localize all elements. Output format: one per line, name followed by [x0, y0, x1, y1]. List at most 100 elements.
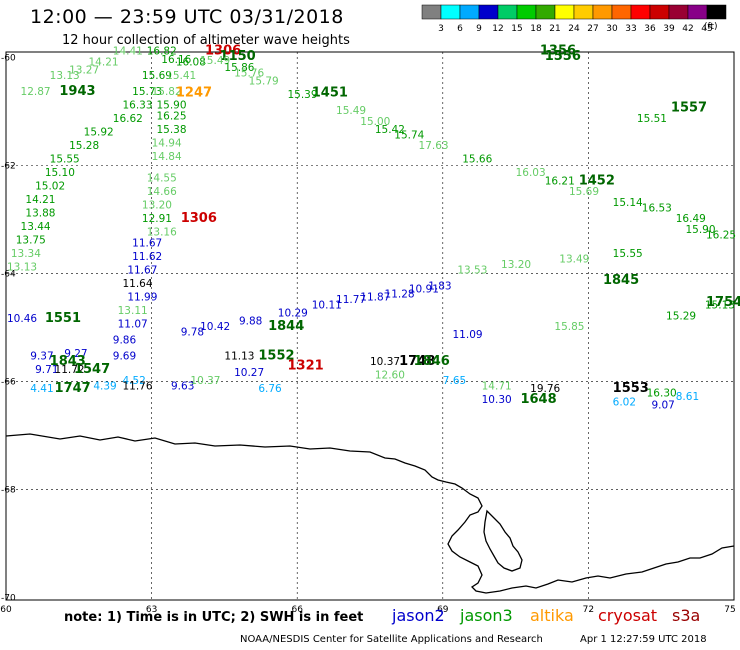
wave-height-value: 13.88: [25, 208, 55, 220]
pass-time-label: 1150: [220, 49, 256, 64]
legend-tick: 39: [663, 24, 675, 34]
wave-height-value: 15.66: [462, 154, 492, 166]
wave-height-value: 16.25: [706, 229, 736, 241]
lat-label: -64: [1, 269, 16, 279]
lat-label: -60: [1, 53, 16, 63]
wave-height-value: 13.27: [69, 65, 99, 77]
pass-time-label: 1356: [540, 44, 576, 59]
pass-time-label: 1845: [603, 273, 639, 288]
lat-label: -62: [1, 161, 16, 171]
wave-height-value: 15.55: [613, 248, 643, 260]
credit-line: NOAA/NESDIS Center for Satellite Applica…: [240, 634, 543, 645]
wave-height-value: 9.27: [64, 348, 87, 360]
coastline-inlet: [483, 509, 523, 572]
wave-height-value: 14.84: [152, 151, 182, 163]
wave-height-value: 10.42: [200, 321, 230, 333]
legend-tick: 36: [644, 24, 656, 34]
wave-height-value: 15.41: [166, 70, 196, 82]
wave-height-value: 15.00: [360, 116, 390, 128]
wave-height-value: 10.29: [278, 308, 308, 320]
wave-height-value: 10.37: [370, 356, 400, 368]
wave-height-value: 4.39: [93, 380, 116, 392]
wave-height-value: 15.85: [554, 321, 584, 333]
wave-height-value: 9.37: [30, 351, 53, 363]
pass-time-label: 1452: [579, 173, 615, 188]
wave-height-value: 10.30: [482, 394, 512, 406]
pass-time-label: 1551: [45, 311, 81, 326]
wave-height-value: 12.91: [142, 213, 172, 225]
legend-swatch: [497, 4, 518, 20]
lon-label: 75: [724, 605, 735, 615]
legend-tick: 30: [606, 24, 618, 34]
wave-height-value: 15.90: [156, 100, 186, 112]
wave-height-value: 15.73: [132, 86, 162, 98]
pass-time-label: 1846: [414, 354, 450, 369]
wave-height-value: 11.67: [132, 237, 162, 249]
wave-height-value: 14.71: [482, 380, 512, 392]
pass-time-label: 1552: [258, 349, 294, 364]
wave-height-value: 10.91: [409, 283, 439, 295]
lat-label: -70: [1, 593, 16, 603]
wave-height-value: 15.51: [637, 113, 667, 125]
wave-height-value: 15.55: [50, 154, 80, 166]
wave-height-value: 15.69: [142, 70, 172, 82]
wave-height-value: 9.63: [171, 380, 194, 392]
legend-swatch: [687, 4, 708, 20]
wave-height-value: 15.29: [666, 310, 696, 322]
wave-height-value: 1.83: [428, 281, 451, 293]
lat-label: -68: [1, 485, 16, 495]
legend-tick: 9: [476, 24, 482, 34]
legend-tick: 33: [625, 24, 636, 34]
color-legend: 3 6 9 12 15 18 21 24 27 30 33 36 39 42 45: [421, 4, 727, 34]
wave-height-value: 14.94: [152, 137, 182, 149]
wave-height-value: 10.27: [234, 367, 264, 379]
pass-time-label: 1843: [50, 354, 86, 369]
legend-swatch: [516, 4, 537, 20]
wave-height-value: 4.52: [122, 375, 145, 387]
wave-height-value: 15.92: [84, 127, 114, 139]
wave-height-value: 15.82: [152, 86, 182, 98]
wave-height-value: 15.86: [224, 62, 254, 74]
wave-height-value: 13.13: [50, 70, 80, 82]
pass-time-label: 1748: [399, 354, 435, 369]
wave-height-value: 15.69: [569, 186, 599, 198]
satellite-altika: altika: [530, 606, 574, 625]
wave-height-value: 16.53: [642, 202, 672, 214]
legend-tick: 15: [511, 24, 522, 34]
wave-height-value: 13.20: [142, 200, 172, 212]
wave-height-value: 13.53: [457, 264, 487, 276]
wave-height-value: 16.62: [113, 113, 143, 125]
wave-height-value: 12.60: [375, 370, 405, 382]
legend-swatch: [421, 4, 442, 20]
wave-height-value: 13.13: [7, 262, 37, 274]
wave-height-value: 11.87: [360, 291, 390, 303]
lon-label: 69: [437, 605, 449, 615]
wave-height-value: 15.39: [287, 89, 317, 101]
wave-height-value: 15.28: [69, 140, 99, 152]
wave-height-value: 9.71: [35, 364, 58, 376]
wave-height-value: 13.16: [147, 227, 177, 239]
wave-height-value: 11.99: [127, 291, 157, 303]
wave-height-value: 15.02: [35, 181, 65, 193]
wave-height-value: 15.13: [705, 299, 735, 311]
legend-tick: 45: [701, 24, 712, 34]
wave-height-value: 11.07: [118, 318, 148, 330]
legend-swatch: [554, 4, 575, 20]
pass-time-label: 1553: [613, 381, 649, 396]
wave-height-value: 11.64: [122, 278, 152, 290]
wave-height-value: 14.21: [25, 194, 55, 206]
map-title: 12:00 — 23:59 UTC 03/31/2018: [30, 6, 344, 28]
wave-height-value: 15.49: [200, 55, 230, 67]
wave-height-value: 11.77: [336, 294, 366, 306]
pass-time-label: 1321: [287, 358, 323, 373]
wave-height-value: 11.13: [224, 351, 254, 363]
legend-tick: 3: [438, 24, 444, 34]
legend-swatch: [440, 4, 461, 20]
wave-height-value: 15.14: [613, 197, 643, 209]
legend-swatch: [706, 4, 727, 20]
legend-swatch: [459, 4, 480, 20]
legend-swatch: [592, 4, 613, 20]
pass-time-label: 1557: [671, 100, 707, 115]
wave-height-value: 7.65: [443, 375, 466, 387]
wave-height-value: 16.16: [161, 54, 191, 66]
